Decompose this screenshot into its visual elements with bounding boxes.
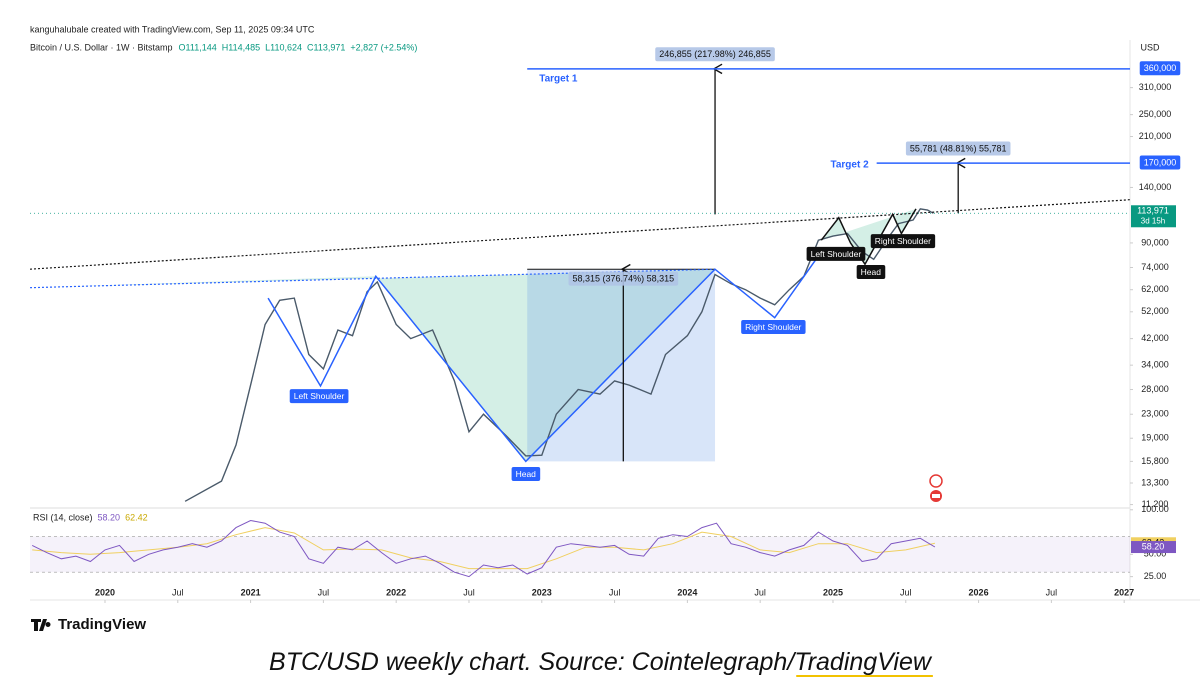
last-price-label: 113,971 [1137,206,1169,216]
pattern-line [820,208,917,266]
y-tick-label: 42,000 [1141,333,1169,343]
pattern-label-bg [741,319,806,334]
y-tick-label: 23,000 [1141,409,1169,419]
price-line [184,208,934,502]
x-tick-label: 2023 [532,587,552,597]
pattern-label: Head [861,267,882,277]
pattern-line [30,199,1130,270]
brand-name: TradingView [58,616,146,633]
x-tick-label: Jul [318,587,330,597]
measure-label-bg [905,141,1011,156]
rsi-pane [30,519,1130,578]
pattern-label-bg [511,467,541,482]
x-tick-label: Jul [463,587,475,597]
rsi-tick-label: 25.00 [1144,571,1167,581]
rsi-tick-label: 100.00 [1141,504,1169,514]
icon [929,474,943,488]
rsi-value-tag [1131,541,1176,554]
y-tick-label: 74,000 [1141,262,1169,272]
x-tick-label: Jul [172,587,184,597]
brand-logo [31,619,51,631]
pattern-fill [821,208,916,265]
target-label: Target 1 [539,73,578,84]
x-tick-label: 2024 [677,587,697,597]
pattern-label-bg [806,246,866,261]
y-tick-label: 52,000 [1141,306,1169,316]
target-tag-bg [1139,61,1181,76]
pattern-label-bg [856,264,886,279]
measure-label: 55,781 (48.81%) 55,781 [910,143,1007,153]
x-tick-label: 2020 [95,587,115,597]
x-tick-label: 2027 [1114,587,1134,597]
pattern-label: Head [516,469,537,479]
rsi-tick-label: 50.00 [1144,549,1167,559]
target-label: Target 2 [830,160,869,171]
ohlc-close: C113,971 [307,42,345,52]
x-tick-label: Jul [900,587,912,597]
x-tick-label: 2026 [969,587,989,597]
pattern-fill [30,269,715,462]
pattern-label: Right Shoulder [745,322,801,332]
pattern-label-bg [870,234,936,249]
measure-label: 58,315 (376.74%) 58,315 [573,274,675,284]
y-tick-label: 34,000 [1141,360,1169,370]
ohlc-low: L110,624 [265,42,302,52]
y-tick-label: 15,800 [1141,456,1169,466]
y-tick-label: 210,000 [1139,131,1172,141]
last-price-tag [1131,205,1176,228]
credit: kanguhalubale created with TradingView.c… [30,24,315,34]
y-tick-label: 62,000 [1141,284,1169,294]
caption: BTC/USD weekly chart. Source: Cointelegr… [269,648,933,676]
x-tick-label: Jul [609,587,621,597]
ohlc-high: H114,485 [222,42,260,52]
pattern-label-bg [289,389,349,404]
x-tick-label: 2025 [823,587,843,597]
ohlc-open: O111,144 [179,42,217,52]
target-tag: 360,000 [1144,63,1177,73]
x-tick-label: 2022 [386,587,406,597]
icons [929,474,943,502]
y-tick-label: 19,000 [1141,433,1169,443]
measure-label-bg [655,47,775,62]
target-tag: 170,000 [1144,157,1177,167]
rsi-line [31,519,936,578]
x-tick-label: Jul [1046,587,1058,597]
measure-label: 246,855 (217.98%) 246,855 [659,49,771,59]
countdown: 3d 15h [1141,216,1165,225]
pattern-label: Left Shoulder [811,249,862,259]
pattern-line [267,259,817,463]
ohlc-change: +2,827 (+2.54%) [350,42,417,52]
target-tag-bg [1139,155,1181,170]
rsi-ma-value: 62.42 [125,512,148,522]
y-tick-label: 13,300 [1141,477,1169,487]
y-tick-label: 310,000 [1139,82,1172,92]
x-tick-label: Jul [754,587,766,597]
brand: TradingView [31,616,146,633]
y-tick-label: 90,000 [1141,237,1169,247]
icon [932,494,940,498]
caption-link[interactable]: TradingView [794,648,933,676]
pattern-label: Left Shoulder [294,391,345,401]
symbol: Bitcoin / U.S. Dollar · 1W · Bitstamp [30,42,173,52]
y-tick-label: 140,000 [1139,182,1172,192]
rsi-value: 58.20 [98,512,121,522]
y-tick-label: 28,000 [1141,384,1169,394]
y-tick-label: 250,000 [1139,109,1172,119]
price-pane [30,199,1130,502]
measure-label-bg [568,271,679,286]
rsi-value-tag-label: 58.20 [1142,541,1165,551]
x-tick-label: 2021 [241,587,261,597]
rsi-band [30,536,1130,573]
pattern-label: Right Shoulder [875,236,931,246]
caption-text: BTC/USD weekly chart. Source: Cointelegr… [269,648,797,676]
currency: USD [1140,42,1160,52]
y-tick-label: 11,200 [1142,499,1169,509]
rsi-title: RSI (14, close) [33,512,93,522]
